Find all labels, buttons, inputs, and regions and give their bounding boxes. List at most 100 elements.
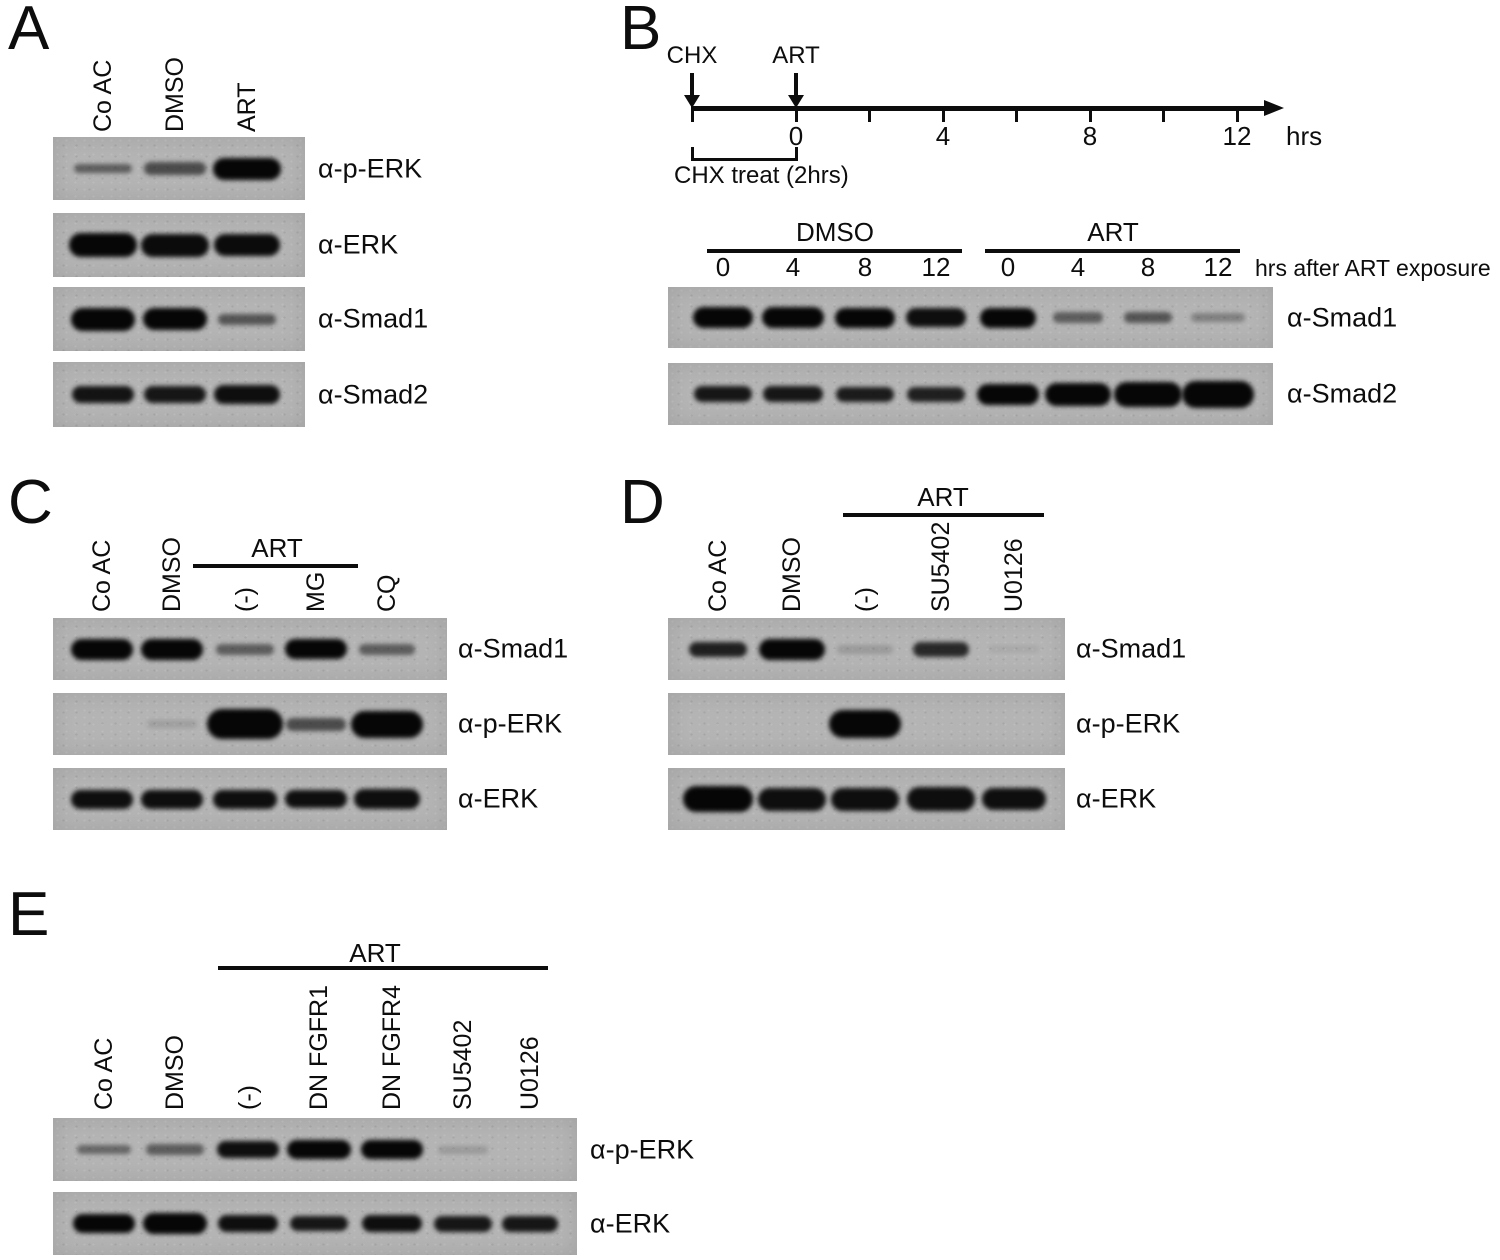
- antibody-label: α-Smad1: [1076, 633, 1187, 664]
- protein-band: [287, 1140, 351, 1159]
- blot-strip: [53, 618, 447, 680]
- lane-label: U0126: [516, 1036, 544, 1110]
- time-label: 0: [1000, 252, 1016, 282]
- blot-strip: [53, 693, 447, 755]
- art-group-underline: [218, 966, 548, 970]
- protein-band: [213, 789, 277, 809]
- antibody-label: α-ERK: [458, 783, 539, 814]
- panel-b-letter: B: [620, 0, 662, 63]
- blot-strip: [53, 1192, 577, 1255]
- panel-a-letter: A: [8, 0, 50, 63]
- antibody-label: α-p-ERK: [590, 1134, 695, 1164]
- protein-band: [141, 638, 203, 660]
- treatment-arrow-stem: [690, 73, 694, 96]
- protein-band: [758, 787, 826, 811]
- protein-band: [1182, 380, 1254, 408]
- protein-band: [71, 789, 133, 809]
- protein-band: [689, 641, 747, 657]
- blot-strip: [53, 768, 447, 830]
- treatment-label: CHX: [666, 42, 718, 69]
- protein-band: [71, 638, 133, 660]
- timeline-axis: [691, 106, 1266, 111]
- protein-band: [351, 710, 423, 738]
- protein-band: [982, 788, 1046, 810]
- blot-strip: [53, 213, 305, 277]
- protein-band: [74, 164, 132, 173]
- lane-label: Co AC: [90, 1037, 118, 1110]
- protein-band: [144, 386, 206, 403]
- tick-label: 8: [1082, 121, 1098, 151]
- protein-band: [763, 386, 823, 402]
- protein-band: [146, 1144, 204, 1155]
- protein-band: [359, 643, 415, 655]
- protein-band: [216, 643, 274, 655]
- treatment-arrow-head: [684, 95, 700, 108]
- lane-label: SU5402: [449, 1019, 477, 1110]
- lane-label: DMSO: [778, 537, 806, 612]
- timeline-tick: [867, 106, 871, 122]
- protein-band: [1114, 381, 1182, 407]
- protein-band: [71, 307, 135, 331]
- protein-band: [77, 1145, 131, 1154]
- protein-band: [906, 308, 966, 327]
- antibody-label: α-Smad1: [318, 303, 429, 334]
- tick-label: 4: [935, 121, 951, 151]
- protein-band: [354, 789, 420, 809]
- antibody-label: α-ERK: [1076, 783, 1157, 814]
- protein-band: [1191, 313, 1245, 322]
- art-group-underline: [193, 564, 358, 568]
- protein-band: [831, 787, 899, 811]
- tick-label: 12: [1222, 121, 1252, 151]
- group-underline: [985, 249, 1240, 253]
- antibody-label: α-Smad1: [1287, 302, 1398, 332]
- protein-band: [214, 234, 280, 256]
- protein-band: [836, 386, 894, 402]
- group-label: ART: [1087, 217, 1139, 247]
- lane-label: MG: [302, 571, 330, 612]
- timeline-tick: [690, 106, 694, 122]
- lane-label: Co AC: [88, 539, 116, 612]
- panel-e-letter: E: [8, 880, 50, 949]
- antibody-label: α-ERK: [318, 229, 399, 260]
- protein-band: [438, 1145, 488, 1154]
- protein-band: [217, 1141, 279, 1158]
- lane-label: CQ: [373, 574, 401, 613]
- bracket-label: CHX treat (2hrs): [674, 162, 849, 189]
- timeline-tick: [1088, 106, 1092, 122]
- blot-strip: [668, 693, 1065, 755]
- antibody-label: α-p-ERK: [318, 153, 423, 183]
- protein-band: [72, 386, 134, 403]
- protein-band: [285, 639, 347, 659]
- protein-band: [1045, 382, 1111, 406]
- protein-band: [286, 717, 346, 731]
- protein-band: [762, 307, 824, 328]
- timeline-tick: [1235, 106, 1239, 122]
- lane-label: Co AC: [89, 59, 117, 132]
- protein-band: [693, 307, 753, 328]
- lane-label: ART: [233, 82, 261, 132]
- lane-label: (-): [231, 587, 259, 612]
- protein-band: [694, 386, 752, 402]
- blot-strip: [53, 362, 305, 427]
- protein-band: [207, 709, 283, 739]
- timeline-tick: [941, 106, 945, 122]
- blot-strip: [53, 287, 305, 351]
- lane-label: (-): [851, 587, 879, 612]
- protein-band: [218, 1215, 278, 1232]
- lane-label: DMSO: [161, 1035, 189, 1110]
- lane-label: (-): [234, 1085, 262, 1110]
- antibody-label: α-p-ERK: [1076, 708, 1181, 739]
- lane-label: DMSO: [158, 537, 186, 612]
- blot-strip: [53, 137, 305, 200]
- antibody-label: α-ERK: [590, 1208, 671, 1238]
- protein-band: [1124, 312, 1172, 323]
- bracket-right: [795, 147, 798, 161]
- protein-band: [835, 307, 895, 328]
- time-label: 4: [1070, 252, 1086, 282]
- group-underline: [707, 249, 962, 253]
- blot-strip: [668, 363, 1273, 425]
- protein-band: [1053, 312, 1103, 323]
- hrs-after-label: hrs after ART exposure: [1255, 255, 1491, 281]
- art-group-underline: [843, 513, 1044, 517]
